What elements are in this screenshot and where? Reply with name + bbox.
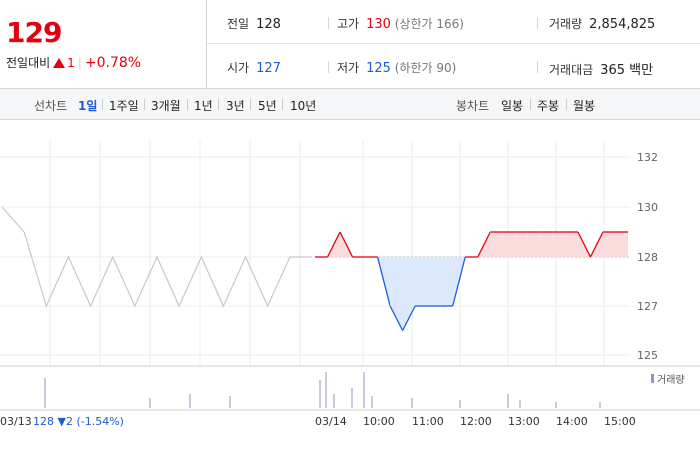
tab-divider xyxy=(144,99,145,110)
open-price: 시가 127 xyxy=(227,61,281,76)
divider xyxy=(328,61,329,73)
up-triangle-icon xyxy=(53,58,66,68)
candle-chart-label: 봉차트 xyxy=(456,99,490,113)
x-tick-label: 13:00 xyxy=(508,415,540,428)
prev-close-annotation: 128 ▼2 (-1.54%) xyxy=(33,415,124,428)
low-price: 저가 125 (하한가 90) xyxy=(337,61,457,76)
prev-close: 전일 128 xyxy=(227,17,281,32)
x-tick-label: 11:00 xyxy=(412,415,444,428)
today-price-segment xyxy=(589,231,604,258)
tab-10year[interactable]: 10년 xyxy=(290,99,317,113)
price-area xyxy=(552,232,566,257)
price-area xyxy=(602,232,616,257)
y-tick-label: 125 xyxy=(637,349,658,362)
quote-panel: 129 전일대비 1 | +0.78% 전일 128 고가 130 (상한가 166) 거… xyxy=(0,0,700,89)
tab-5year[interactable]: 5년 xyxy=(258,99,277,113)
volume: 거래량 2,854,825 xyxy=(549,17,656,32)
today-price-segment xyxy=(376,256,391,307)
line-chart-label: 선차트 xyxy=(34,99,68,113)
x-tick-label: 14:00 xyxy=(556,415,588,428)
tab-divider xyxy=(187,99,188,110)
tab-weekly-candle[interactable]: 주봉 xyxy=(537,99,560,113)
tab-divider xyxy=(566,99,567,110)
price-area xyxy=(565,232,578,257)
price-area xyxy=(490,232,503,257)
price-area xyxy=(502,232,516,257)
price-area xyxy=(427,257,441,306)
change-value: 1 xyxy=(67,56,75,70)
tab-divider xyxy=(530,99,531,110)
change-row: 전일대비 1 | +0.78% xyxy=(6,54,141,71)
tab-divider xyxy=(250,99,251,110)
x-tick-label: 03/13 xyxy=(0,415,32,428)
price-area xyxy=(440,257,453,306)
divider xyxy=(328,17,329,29)
price-area xyxy=(540,232,553,257)
today-price-segment xyxy=(326,231,341,258)
y-tick-label: 132 xyxy=(637,151,658,164)
divider xyxy=(537,17,538,29)
tab-1year[interactable]: 1년 xyxy=(194,99,213,113)
current-price: 129 xyxy=(6,16,62,49)
tab-3year[interactable]: 3년 xyxy=(226,99,245,113)
volume-legend-swatch xyxy=(651,374,654,383)
y-tick-label: 128 xyxy=(637,251,658,264)
y-tick-label: 130 xyxy=(637,201,658,214)
price-area xyxy=(527,232,541,257)
change-divider: | xyxy=(77,56,82,70)
change-label: 전일대비 xyxy=(6,56,51,70)
price-area xyxy=(415,257,428,306)
price-area xyxy=(615,232,628,257)
prev-day-line xyxy=(1,206,312,308)
today-price-segment xyxy=(577,231,592,258)
change-percent: +0.78% xyxy=(84,55,142,71)
tab-1day[interactable]: 1일 xyxy=(78,99,98,113)
tab-daily-candle[interactable]: 일봉 xyxy=(501,99,524,113)
row-divider xyxy=(207,43,700,44)
x-tick-label: 15:00 xyxy=(604,415,636,428)
price-area xyxy=(515,232,528,257)
tab-3month[interactable]: 3개월 xyxy=(151,99,181,113)
tab-divider xyxy=(102,99,103,110)
x-tick-label: 03/14 xyxy=(315,415,347,428)
today-price-segment xyxy=(452,256,466,307)
tab-monthly-candle[interactable]: 월봉 xyxy=(573,99,596,113)
price-box: 129 전일대비 1 | +0.78% xyxy=(0,0,207,88)
tab-divider xyxy=(282,99,283,110)
chart-tabs: 선차트 1일 1주일 3개월 1년 3년 5년 10년 봉차트 일봉 주봉 월봉 xyxy=(0,89,700,120)
volume-legend: 거래량 xyxy=(657,374,685,386)
y-tick-label: 127 xyxy=(637,300,658,313)
tab-1week[interactable]: 1주일 xyxy=(109,99,139,113)
trade-amount: 거래대금 365 백만 xyxy=(549,63,654,78)
quote-grid: 전일 128 고가 130 (상한가 166) 거래량 2,854,825 시가 127… xyxy=(207,0,700,88)
x-tick-label: 10:00 xyxy=(363,415,395,428)
divider xyxy=(537,61,538,73)
today-price-segment xyxy=(402,305,416,331)
today-price-segment xyxy=(339,231,354,258)
tab-divider xyxy=(218,99,219,110)
x-tick-label: 12:00 xyxy=(460,415,492,428)
today-price-segment xyxy=(389,305,404,331)
price-chart: 132 130 128 127 125 거래량 03/13 03/14 10:00 11:00 12… xyxy=(0,140,700,428)
today-price-segment xyxy=(477,231,491,258)
high-price: 고가 130 (상한가 166) xyxy=(337,17,464,32)
